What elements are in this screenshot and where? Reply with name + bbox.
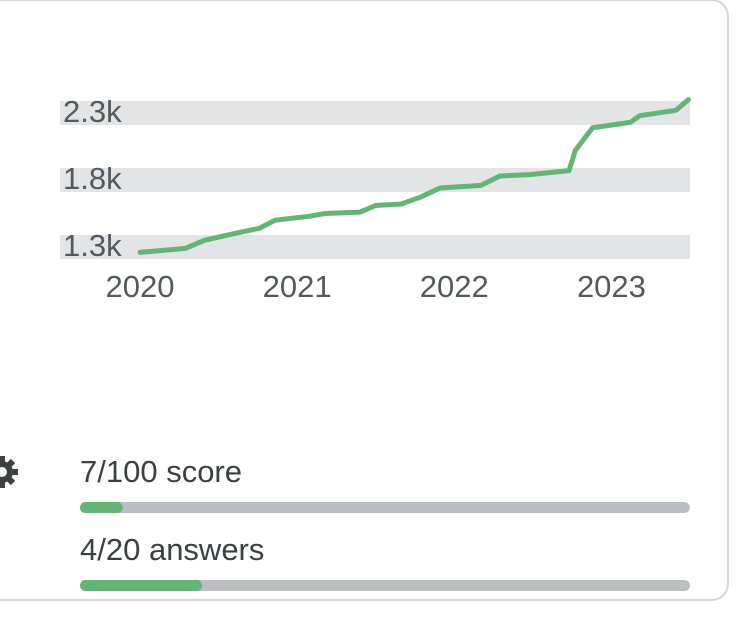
progress-label: 4/20 answers bbox=[80, 532, 264, 567]
y-tick-label: 1.8k bbox=[63, 161, 122, 196]
gear-icon[interactable] bbox=[0, 456, 18, 488]
grid-band bbox=[60, 101, 690, 125]
x-tick-label: 2020 bbox=[106, 269, 175, 304]
x-tick-label: 2022 bbox=[420, 269, 489, 304]
reputation-chart: 1.3k 1.8k 2.3k 2020 2021 2022 2023 bbox=[60, 94, 691, 304]
progress-fill bbox=[80, 502, 123, 513]
progress-track bbox=[80, 502, 690, 513]
grid-band bbox=[60, 235, 690, 259]
y-tick-label: 2.3k bbox=[63, 94, 122, 129]
reputation-line bbox=[137, 97, 691, 255]
y-tick-label: 1.3k bbox=[63, 228, 122, 263]
progress-bars: 7/100 score 4/20 answers bbox=[80, 454, 690, 591]
grid-band bbox=[60, 168, 690, 192]
progress-label: 7/100 score bbox=[80, 454, 242, 489]
card-border bbox=[0, 0, 729, 601]
x-tick-label: 2021 bbox=[263, 269, 332, 304]
progress-fill bbox=[80, 580, 202, 591]
x-tick-label: 2023 bbox=[577, 269, 646, 304]
progress-track bbox=[80, 580, 690, 591]
